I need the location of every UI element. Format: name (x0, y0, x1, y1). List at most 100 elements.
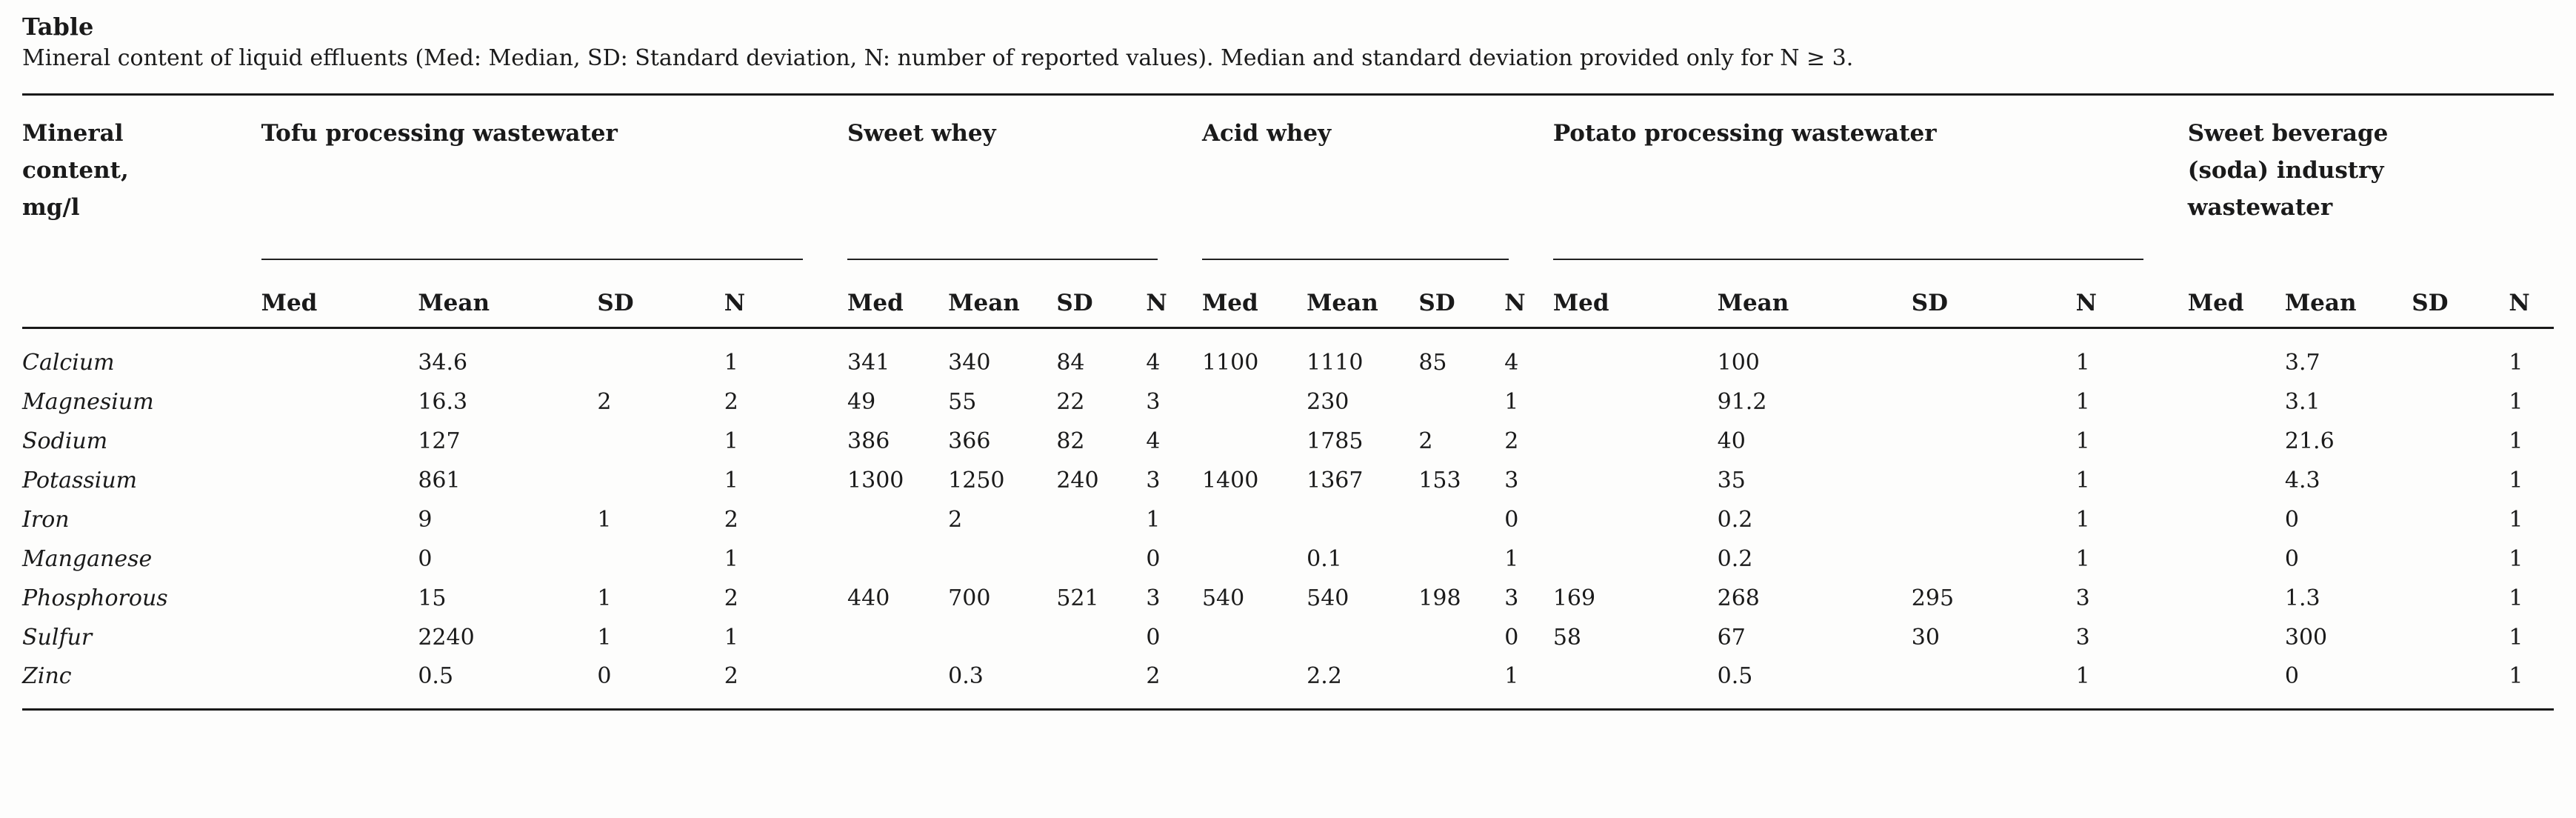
value-cell (597, 461, 724, 500)
value-cell (2188, 500, 2285, 539)
value-cell: 700 (948, 585, 991, 611)
value-cell: 1 (724, 467, 738, 493)
group-header-row: Mineral content, mg/l Tofu processing wa… (22, 94, 2554, 329)
value-cell: 2 (597, 388, 612, 415)
value-cell: 49 (847, 388, 876, 415)
value-cell: 0.2 (1717, 506, 1753, 533)
value-cell: 4 (1504, 350, 1519, 376)
table-body: Calcium 34.6 1 341 340 84 4 1100 1110 85 4 100 1 3.7 1… (22, 328, 2554, 710)
value-cell (261, 657, 418, 710)
value-cell (1553, 461, 1718, 500)
value-cell: 1 (724, 350, 738, 376)
value-cell: 16.3 (418, 388, 468, 415)
value-cell (1056, 539, 1146, 579)
mineral-name: Manganese (22, 545, 153, 572)
value-cell (1202, 539, 1307, 579)
value-cell: 3 (2075, 624, 2090, 651)
subheader-med: Med (1201, 268, 1307, 329)
value-cell (1553, 328, 1718, 382)
group-header-acid-whey: Acid whey (1201, 95, 1553, 269)
value-cell: 3 (1146, 467, 1161, 493)
value-cell: 0 (2284, 545, 2299, 572)
value-cell (2188, 382, 2285, 422)
value-cell: 1 (2075, 662, 2090, 689)
subheader-n: N (2075, 268, 2188, 329)
value-cell: 0.1 (1307, 545, 1342, 572)
subheader-med: Med (847, 268, 949, 329)
value-cell: 540 (1307, 585, 1349, 611)
value-cell (1553, 539, 1718, 579)
subheader-sd: SD (2412, 268, 2509, 329)
value-cell (1912, 657, 2076, 710)
value-cell: 1 (724, 624, 738, 651)
value-cell: 1 (2509, 467, 2523, 493)
value-cell: 100 (1717, 350, 1760, 376)
subheader-mean: Mean (948, 268, 1057, 329)
value-cell: 1 (2509, 350, 2523, 376)
value-cell (1056, 500, 1146, 539)
value-cell: 1 (1504, 388, 1519, 415)
table-row: Manganese 0 1 0 0.1 1 0.2 1 0 1 (22, 539, 2554, 579)
group-header-tofu: Tofu processing wastewater (261, 95, 847, 269)
value-cell: 1 (2509, 585, 2523, 611)
value-cell (1553, 500, 1718, 539)
value-cell: 84 (1056, 350, 1085, 376)
value-cell: 2 (724, 506, 738, 533)
value-cell: 1 (597, 585, 612, 611)
value-cell: 2 (1504, 428, 1519, 454)
value-cell (2188, 422, 2285, 461)
value-cell (261, 382, 418, 422)
value-cell (847, 500, 948, 539)
value-cell (2188, 328, 2285, 382)
value-cell (261, 500, 418, 539)
value-cell: 0.2 (1717, 545, 1753, 572)
value-cell: 1 (2509, 388, 2523, 415)
value-cell: 82 (1056, 428, 1085, 454)
value-cell: 0 (418, 545, 433, 572)
value-cell (1418, 618, 1504, 657)
value-cell: 4.3 (2284, 467, 2320, 493)
value-cell (948, 539, 1056, 579)
value-cell: 2 (1418, 428, 1433, 454)
value-cell (597, 422, 724, 461)
table-row: Magnesium 16.3 2 2 49 55 22 3 230 1 91.2 1 3.1 1 (22, 382, 2554, 422)
value-cell: 3 (1504, 585, 1519, 611)
value-cell: 9 (418, 506, 433, 533)
subheader-mean: Mean (1307, 268, 1419, 329)
mineral-name: Magnesium (22, 388, 154, 415)
value-cell (2188, 579, 2285, 618)
value-cell: 0 (2284, 506, 2299, 533)
sub-header-row: Med Mean SD N Med Mean SD N Med Mean SD … (22, 268, 2554, 329)
value-cell: 1 (724, 545, 738, 572)
value-cell: 1 (2075, 506, 2090, 533)
value-cell (2188, 657, 2285, 710)
group-header-sweet-beverage: Sweet beverage (soda) industry wastewate… (2188, 95, 2554, 269)
value-cell: 0.5 (418, 662, 454, 689)
value-cell (1912, 539, 2076, 579)
value-cell: 34.6 (418, 350, 468, 376)
value-cell: 1110 (1307, 350, 1364, 376)
value-cell: 4 (1146, 350, 1161, 376)
value-cell (1912, 500, 2076, 539)
mineral-name: Iron (22, 506, 70, 533)
table-caption: Mineral content of liquid effluents (Med… (22, 45, 1854, 71)
subheader-mean: Mean (2284, 268, 2412, 329)
group-underline (847, 258, 1158, 260)
value-cell: 366 (948, 428, 991, 454)
value-cell: 861 (418, 467, 461, 493)
value-cell (261, 461, 418, 500)
value-cell: 295 (1911, 585, 1955, 611)
table-row: Sulfur 2240 1 1 0 0 58 67 30 3 300 1 (22, 618, 2554, 657)
subheader-mean: Mean (1717, 268, 1912, 329)
value-cell: 1 (597, 624, 612, 651)
value-cell (1418, 500, 1504, 539)
value-cell (1056, 657, 1146, 710)
value-cell: 230 (1307, 388, 1349, 415)
value-cell: 1 (2075, 545, 2090, 572)
mineral-name: Phosphorous (22, 585, 168, 611)
value-cell: 91.2 (1717, 388, 1767, 415)
value-cell: 3.1 (2284, 388, 2320, 415)
value-cell (1202, 382, 1307, 422)
group-underline (1201, 258, 1509, 260)
value-cell: 127 (418, 428, 461, 454)
